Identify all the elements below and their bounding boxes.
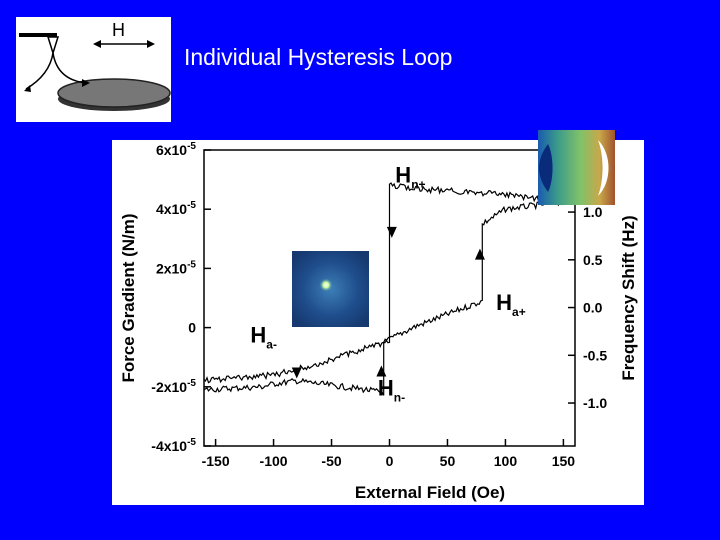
- y-left-tick-label: -4x10-5: [151, 437, 196, 454]
- x-tick-label: -100: [260, 453, 288, 469]
- y-left-tick-label: 4x10-5: [156, 200, 196, 217]
- switching-field-label: Hn-: [378, 376, 405, 405]
- sphere-left-crescent: [539, 144, 553, 192]
- y-right-tick-label: -0.5: [583, 347, 607, 363]
- x-tick-label: 50: [440, 453, 456, 469]
- x-tick-label: -50: [321, 453, 341, 469]
- y-right-tick-label: -1.0: [583, 395, 607, 411]
- field-line-right: [52, 52, 87, 84]
- field-arrow-right: [82, 79, 90, 87]
- switching-field-label: Hn+: [395, 163, 425, 192]
- h-arrow-left: [93, 40, 101, 48]
- y-right-tick-label: 0.5: [583, 252, 603, 268]
- x-tick-label: 100: [494, 453, 518, 469]
- x-tick-label: 0: [386, 453, 394, 469]
- loop-branch-line: [203, 197, 576, 396]
- cantilever: [19, 33, 57, 37]
- x-tick-label: 150: [552, 453, 576, 469]
- direction-arrow: [291, 367, 302, 379]
- h-arrow-right: [147, 40, 155, 48]
- direction-arrow: [474, 248, 485, 260]
- y-right-tick-label: 0.0: [583, 300, 603, 316]
- y-right-tick-label: 1.0: [583, 204, 603, 220]
- marker-layer: [291, 226, 485, 379]
- x-tick-label: -150: [202, 453, 230, 469]
- y-axis-right-label: Frequency Shift (Hz): [619, 215, 638, 380]
- direction-arrow: [376, 365, 387, 377]
- y-left-tick-label: 6x10-5: [156, 141, 196, 158]
- slide-title: Individual Hysteresis Loop: [184, 44, 453, 70]
- h-label: H: [112, 20, 125, 40]
- cantilever-schematic: H: [16, 17, 171, 122]
- switching-field-label: Ha-: [250, 322, 277, 351]
- direction-arrow: [386, 226, 397, 238]
- tip: [46, 36, 60, 56]
- loop-branch-line: [203, 182, 576, 384]
- field-arrow-left: [24, 85, 31, 92]
- x-axis-label: External Field (Oe): [355, 483, 505, 502]
- x-axis: -150 -100 -50 0 50 100 150: [202, 439, 576, 469]
- y-left-tick-label: 0: [188, 320, 196, 336]
- sphere-image-inset: [538, 130, 615, 205]
- y-left-tick-label: -2x10-5: [151, 378, 196, 395]
- y-axis-left-label: Force Gradient (N/m): [119, 213, 138, 382]
- y-left-tick-label: 2x10-5: [156, 259, 196, 276]
- sample-disk: [57, 78, 171, 108]
- right-axis: 1.0 0.5 0.0 -0.5 -1.0: [568, 204, 607, 411]
- left-axis: 6x10-5 4x10-5 2x10-5 0 -2x10-5 -4x10-5: [151, 141, 211, 454]
- series-layer: [203, 182, 576, 396]
- mfm-dot: [319, 278, 333, 292]
- annotation-layer: Hn+ Ha+ Ha- Hn-: [250, 163, 525, 405]
- mfm-image-inset: [292, 251, 369, 327]
- sphere-right-crescent: [598, 140, 609, 196]
- switching-field-label: Ha+: [496, 290, 526, 319]
